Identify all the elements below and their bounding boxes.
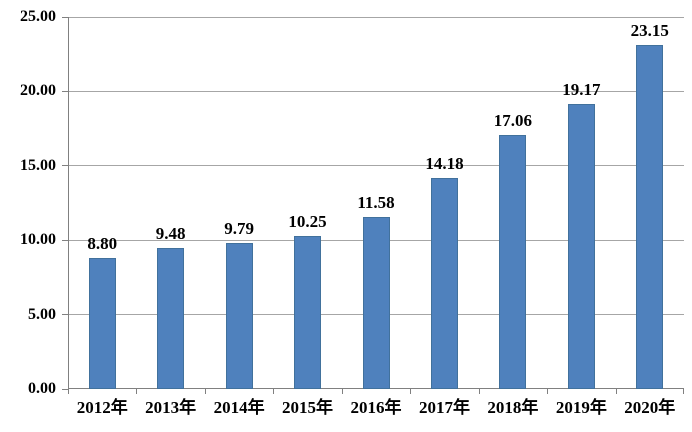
y-axis-tick bbox=[62, 90, 68, 92]
x-axis-tick bbox=[478, 389, 480, 394]
x-axis-category-label: 2013年 bbox=[145, 398, 197, 417]
gridline bbox=[68, 165, 684, 167]
x-axis-tick bbox=[273, 389, 275, 394]
bar bbox=[567, 103, 595, 389]
bar bbox=[225, 243, 253, 389]
x-axis-tick bbox=[547, 389, 549, 394]
bar-value-label: 9.79 bbox=[224, 219, 254, 239]
x-axis-category-label: 2014年 bbox=[213, 398, 265, 417]
y-axis-tick-label: 25.00 bbox=[20, 8, 56, 25]
x-axis-category-label: 2017年 bbox=[418, 398, 470, 417]
bar-value-label: 9.48 bbox=[155, 223, 186, 243]
y-axis-tick-label: 20.00 bbox=[20, 82, 56, 100]
bar-value-label: 11.58 bbox=[357, 192, 395, 212]
y-axis-line bbox=[68, 17, 69, 389]
bar bbox=[88, 258, 116, 389]
y-axis-tick-label: 15.00 bbox=[20, 156, 56, 174]
y-axis-tick-label: 5.00 bbox=[28, 305, 56, 323]
bar bbox=[294, 236, 322, 389]
x-axis-tick bbox=[615, 389, 617, 394]
x-axis-category-label: 2020年 bbox=[624, 398, 676, 417]
y-axis-tick bbox=[62, 16, 68, 18]
x-axis-category-label: 2019年 bbox=[555, 398, 607, 417]
y-axis-tick-label: 10.00 bbox=[20, 231, 56, 249]
bar bbox=[157, 247, 185, 389]
bar bbox=[430, 178, 458, 389]
y-axis-tick bbox=[62, 388, 68, 390]
bar-value-label: 10.25 bbox=[288, 212, 327, 232]
plot-area: 8.80 9.48 9.79 10.25 11.58 14.18 17.06 19.17 23.… bbox=[68, 16, 684, 389]
x-axis-tick bbox=[683, 389, 684, 394]
gridline bbox=[68, 16, 684, 18]
bar bbox=[362, 216, 390, 389]
bar bbox=[636, 44, 664, 389]
x-axis-category-label: 2015年 bbox=[282, 398, 334, 417]
x-axis-tick bbox=[68, 389, 69, 394]
y-axis-tick bbox=[62, 165, 68, 167]
bar-value-label: 23.15 bbox=[630, 20, 669, 40]
bar-value-label: 14.18 bbox=[425, 154, 464, 174]
x-axis-tick bbox=[204, 389, 206, 394]
x-axis-tick bbox=[136, 389, 138, 394]
x-axis-tick bbox=[341, 389, 343, 394]
bar-value-label: 8.80 bbox=[87, 234, 118, 254]
x-axis-category-label: 2018年 bbox=[487, 398, 539, 417]
y-axis-tick bbox=[62, 314, 68, 316]
y-axis-tick bbox=[62, 239, 68, 241]
gridline bbox=[68, 90, 684, 92]
bar bbox=[499, 135, 527, 389]
x-axis-category-label: 2016年 bbox=[350, 398, 402, 417]
x-axis-tick bbox=[410, 389, 412, 394]
bar-value-label: 17.06 bbox=[493, 111, 532, 131]
y-axis-tick-label: 0.00 bbox=[28, 380, 56, 397]
bar-value-label: 19.17 bbox=[562, 79, 601, 99]
x-axis-category-label: 2012年 bbox=[76, 398, 128, 417]
